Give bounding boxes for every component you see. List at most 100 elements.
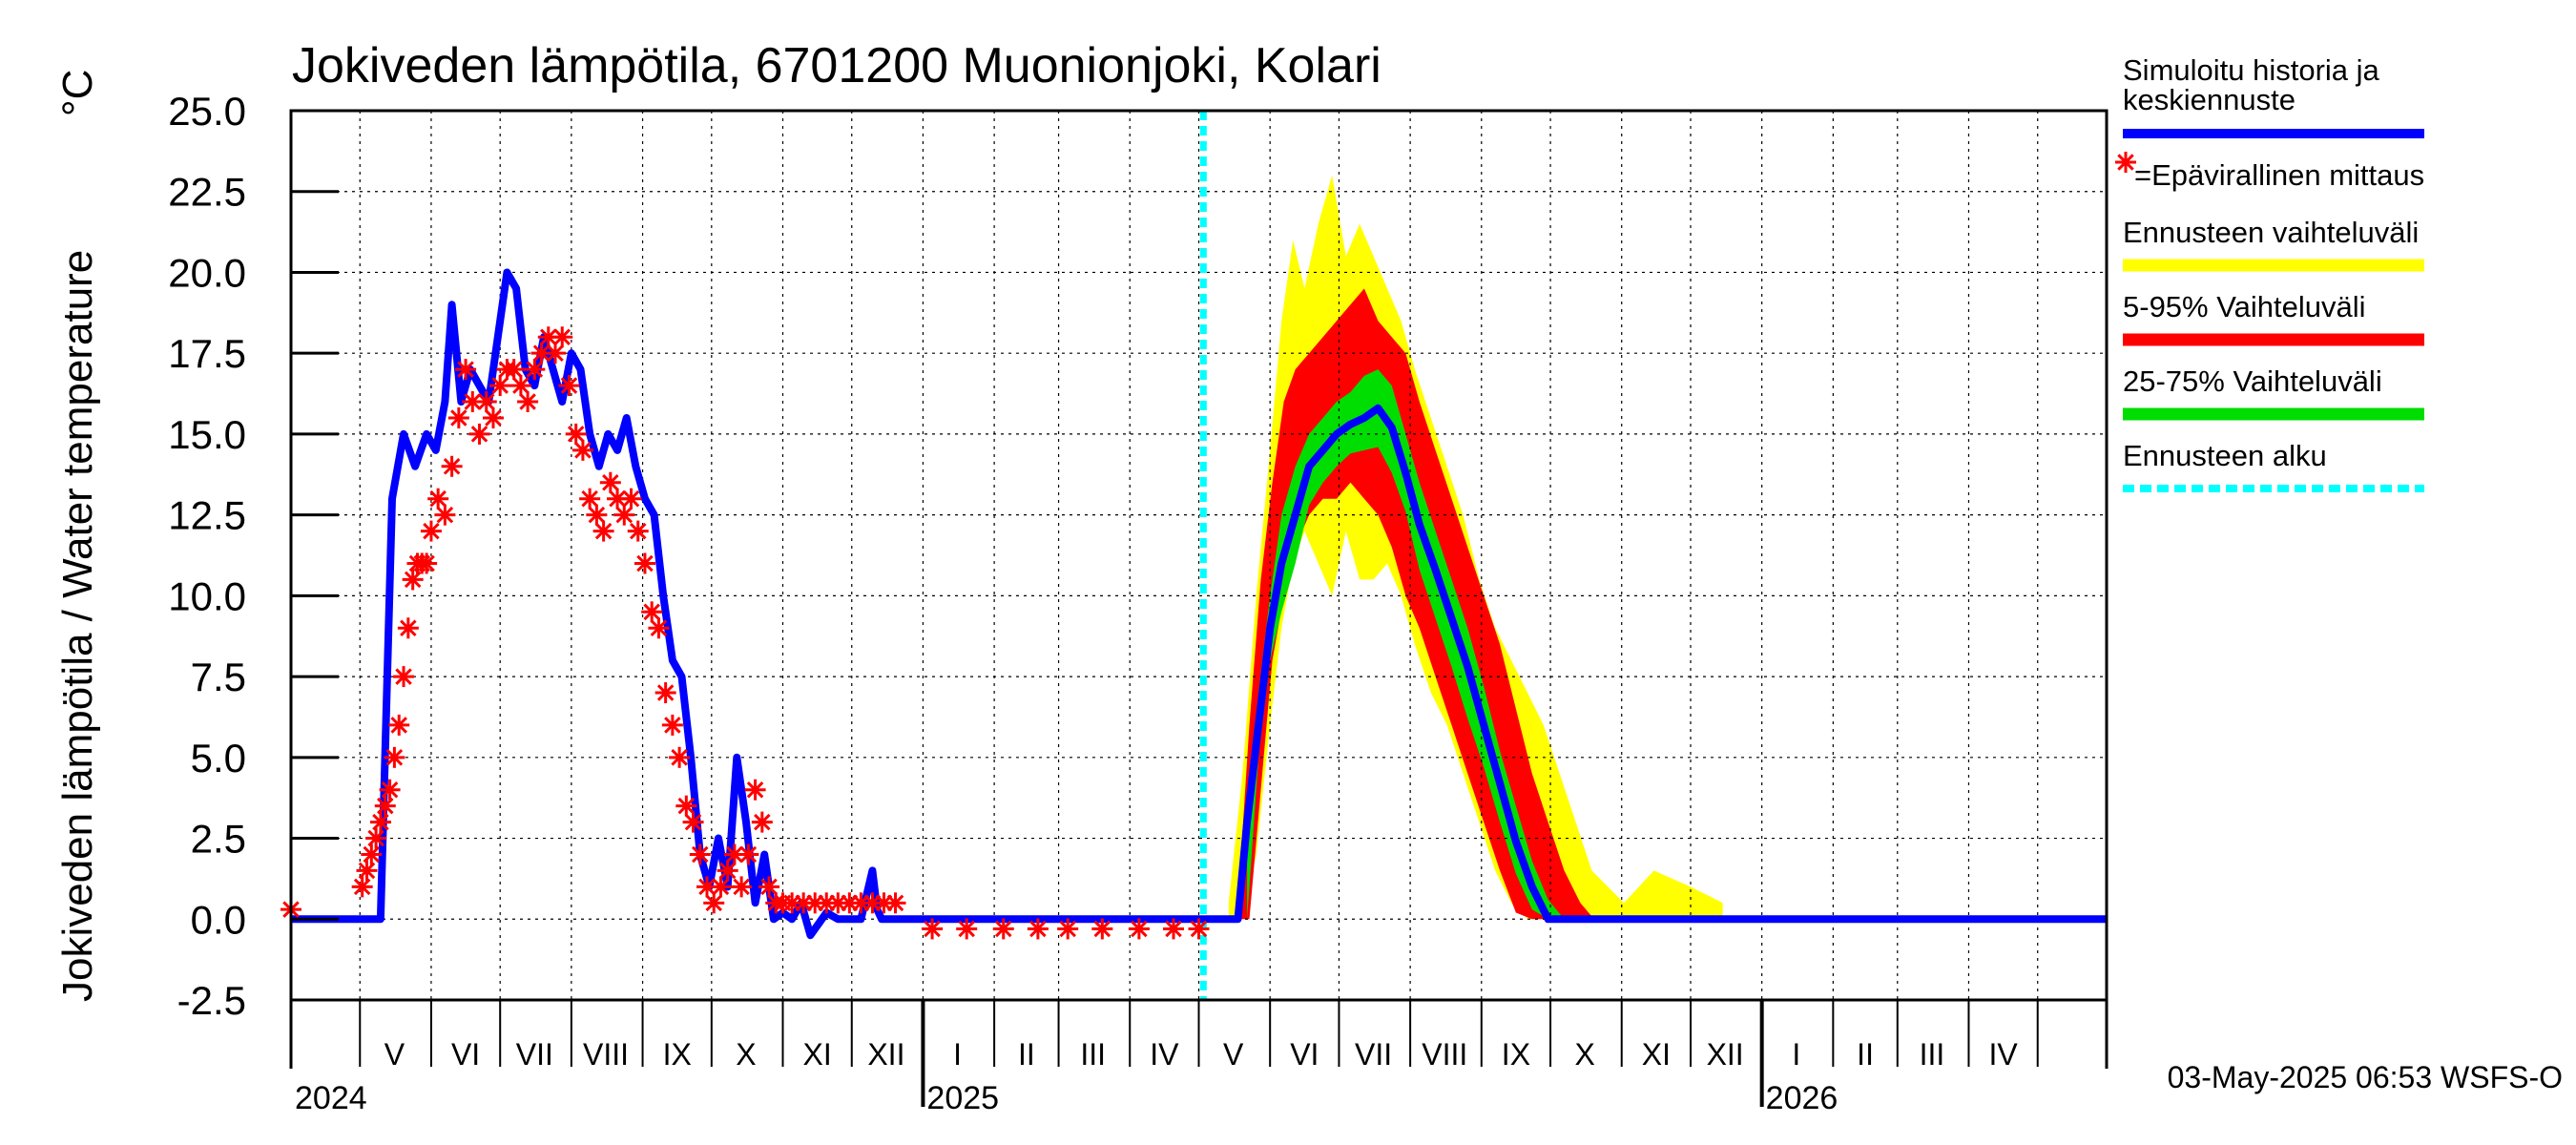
measurement-point	[599, 471, 621, 493]
measurement-point	[455, 359, 477, 381]
measurement-point	[468, 423, 490, 445]
series-lines	[291, 268, 2107, 940]
month-label: I	[1792, 1037, 1800, 1072]
year-label: 2025	[926, 1080, 999, 1116]
month-label: VI	[451, 1037, 480, 1072]
y-tick-label: 5.0	[191, 736, 246, 781]
measurement-point	[441, 455, 463, 477]
measurement-point	[682, 811, 704, 833]
measurement-point	[351, 876, 373, 898]
legend-label-4: 25-75% Vaihteluväli	[2123, 364, 2382, 398]
y-axis-ticks: 25.0 22.5 20.0 17.5 15.0 12.5 10.0 7.5 5.0 2.5 0.0…	[168, 89, 339, 1023]
y-tick-label: 7.5	[191, 655, 246, 699]
measurement-point	[669, 746, 691, 768]
measurement-point	[434, 504, 456, 526]
measurement-point	[1057, 918, 1079, 940]
measurement-point	[517, 391, 539, 413]
y-tick-label: 0.0	[191, 897, 246, 942]
y-tick-label: 17.5	[168, 331, 246, 376]
measurement-point	[1091, 918, 1113, 940]
year-label: 2024	[295, 1080, 367, 1116]
y-tick-label: 12.5	[168, 493, 246, 538]
measurement-point	[661, 714, 683, 736]
month-label: IV	[1150, 1037, 1179, 1072]
measurement-point	[884, 892, 906, 914]
legend-label-3: 5-95% Vaihteluväli	[2123, 290, 2365, 323]
measurement-marks	[280, 326, 1210, 940]
month-label: XI	[1642, 1037, 1671, 1072]
measurement-point	[579, 488, 601, 510]
month-label: XI	[803, 1037, 832, 1072]
forecast-bands	[1228, 175, 1723, 920]
series-line-0	[291, 268, 2107, 940]
y-tick-label: 10.0	[168, 573, 246, 618]
measurement-point	[613, 504, 635, 526]
measurement-point	[361, 843, 383, 865]
measurement-point	[717, 860, 738, 882]
measurement-point	[956, 918, 978, 940]
month-label: XII	[867, 1037, 904, 1072]
measurement-point	[586, 504, 608, 526]
legend-label-2: Ennusteen vaihteluväli	[2123, 216, 2419, 249]
measurement-point	[402, 569, 424, 591]
measurement-point	[654, 682, 676, 704]
measurement-point	[737, 843, 759, 865]
y-tick-label: -2.5	[177, 978, 246, 1023]
measurement-point	[758, 876, 780, 898]
measurement-point	[1128, 918, 1150, 940]
measurement-point	[545, 343, 567, 364]
month-label: IV	[1988, 1037, 2018, 1072]
month-label: V	[384, 1037, 405, 1072]
y-axis-label: Jokiveden lämpötila / Water temperature	[54, 250, 101, 1002]
measurement-point	[393, 666, 415, 688]
measurement-point	[374, 795, 396, 817]
measurement-point	[592, 520, 614, 542]
month-label: III	[1080, 1037, 1106, 1072]
measurement-point	[731, 876, 753, 898]
measurement-point	[379, 779, 401, 801]
y-axis-unit: °C	[54, 70, 101, 116]
measurement-point	[1188, 918, 1210, 940]
measurement-point	[524, 359, 546, 381]
measurement-point	[571, 439, 593, 461]
measurement-point	[744, 779, 766, 801]
measurement-point	[509, 375, 531, 397]
month-label: IX	[663, 1037, 692, 1072]
y-tick-label: 15.0	[168, 412, 246, 457]
measurement-point	[369, 811, 391, 833]
timestamp: 03-May-2025 06:53 WSFS-O	[2168, 1060, 2563, 1094]
measurement-point	[641, 601, 663, 623]
measurement-point	[558, 375, 580, 397]
measurement-point	[992, 918, 1014, 940]
y-tick-label: 20.0	[168, 250, 246, 295]
measurement-point	[634, 552, 655, 574]
y-tick-label: 2.5	[191, 817, 246, 862]
measurement-point	[648, 617, 670, 639]
month-label: VII	[516, 1037, 553, 1072]
measurement-point	[703, 892, 725, 914]
measurement-point	[1163, 918, 1185, 940]
month-label: II	[1018, 1037, 1035, 1072]
y-tick-label: 22.5	[168, 170, 246, 215]
measurement-point	[397, 617, 419, 639]
month-label: II	[1857, 1037, 1874, 1072]
y-tick-label: 25.0	[168, 89, 246, 134]
measurement-point	[489, 375, 511, 397]
measurement-point	[388, 714, 410, 736]
measurement-point	[475, 391, 497, 413]
measurement-point	[503, 359, 525, 381]
month-label: X	[736, 1037, 756, 1072]
legend-swatch-1	[2115, 152, 2136, 173]
measurement-point	[416, 552, 438, 574]
measurement-point	[356, 860, 378, 882]
measurement-point	[696, 876, 718, 898]
legend-label-5: Ennusteen alku	[2123, 439, 2327, 472]
month-label: VIII	[1422, 1037, 1467, 1072]
measurement-point	[710, 876, 732, 898]
month-label: VIII	[583, 1037, 629, 1072]
year-label: 2026	[1766, 1080, 1839, 1116]
measurement-point	[751, 811, 773, 833]
measurement-point	[607, 488, 629, 510]
